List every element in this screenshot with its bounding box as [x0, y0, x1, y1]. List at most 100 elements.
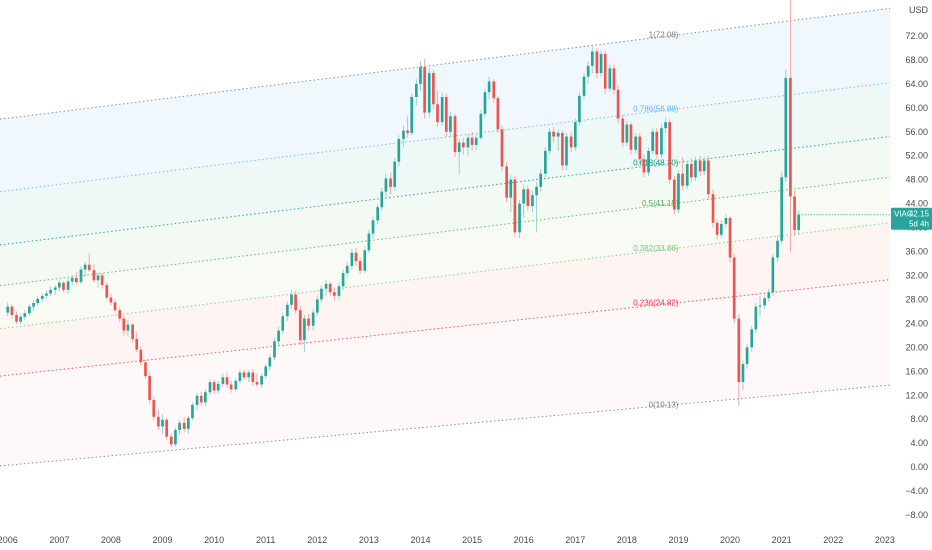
- x-tick-label: 2021: [772, 535, 792, 545]
- candle: [719, 220, 723, 239]
- candle-body: [393, 161, 397, 187]
- candle: [135, 332, 139, 353]
- y-tick-label: 52.00: [905, 151, 928, 161]
- price-axis: USD −8.00 −4.00 0.00 4.00 8.00 12.00 16.00 20.00…: [905, 5, 928, 520]
- candle: [376, 203, 380, 224]
- candle: [789, 0, 792, 252]
- candle-body: [479, 113, 483, 138]
- x-tick-label: 2009: [153, 535, 173, 545]
- candle-body: [286, 304, 289, 317]
- candle-body: [345, 265, 349, 274]
- y-tick-label: 0.00: [910, 462, 928, 472]
- candle: [212, 379, 216, 395]
- candle: [225, 372, 229, 389]
- candle-body: [96, 275, 100, 281]
- candle-body: [728, 217, 732, 258]
- candle: [350, 249, 354, 270]
- candle: [234, 378, 238, 392]
- candle: [384, 173, 388, 197]
- candle: [105, 282, 109, 300]
- candle-body: [707, 160, 710, 195]
- candle: [139, 346, 143, 366]
- candle: [247, 370, 251, 383]
- candle: [582, 73, 586, 100]
- x-tick-label: 2008: [101, 535, 121, 545]
- candle-body: [444, 97, 448, 132]
- candle-body: [363, 250, 367, 271]
- candle: [449, 111, 452, 138]
- candle-body: [586, 65, 590, 77]
- candle: [251, 368, 255, 386]
- fib-level-label: 0.786(56.88): [633, 105, 679, 114]
- candle-body: [186, 418, 190, 429]
- candle-body: [763, 298, 766, 306]
- candle: [345, 262, 349, 278]
- candle-body: [457, 142, 461, 153]
- candle: [367, 229, 371, 253]
- candle: [569, 131, 573, 153]
- fib-level-label: 0.5(41.15): [642, 199, 679, 208]
- candle-body: [350, 252, 354, 266]
- candle-body: [582, 76, 586, 96]
- x-tick-label: 2007: [49, 535, 69, 545]
- candle-body: [681, 173, 684, 186]
- candle: [182, 416, 186, 433]
- candle: [586, 61, 590, 84]
- candle: [229, 380, 233, 393]
- candle-body: [255, 382, 259, 385]
- candle-body: [483, 92, 487, 114]
- candle-body: [402, 130, 405, 139]
- candle: [204, 389, 207, 407]
- candle-body: [590, 51, 594, 66]
- candle-body: [496, 98, 500, 130]
- time-axis: 2006 2007 2008 2009 2010 2011 2012 2013 2014 2015…: [0, 535, 895, 545]
- candle: [49, 286, 52, 297]
- candle-body: [307, 318, 310, 326]
- fib-band: [0, 177, 890, 329]
- candle: [303, 315, 306, 353]
- fib-level-label: 1(72.08): [649, 31, 679, 40]
- candle-body: [66, 281, 70, 290]
- candle-body: [122, 318, 126, 331]
- x-tick-label: 2015: [462, 535, 482, 545]
- fib-level-label: 0.236(24.82): [633, 299, 679, 308]
- candle-body: [251, 372, 255, 383]
- candle: [612, 64, 616, 95]
- candle: [565, 132, 568, 171]
- candle: [191, 402, 194, 421]
- candle: [410, 93, 414, 136]
- ticker-label: VIAC: [894, 210, 913, 219]
- candle-body: [505, 166, 508, 198]
- candle: [79, 266, 83, 284]
- fib-level-line: [0, 176, 890, 287]
- candle-body: [40, 295, 44, 299]
- candle: [599, 50, 603, 77]
- candle: [608, 64, 612, 93]
- candle-body: [789, 77, 792, 197]
- x-tick-label: 2019: [668, 535, 688, 545]
- candle: [152, 396, 156, 421]
- candle-body: [328, 283, 332, 293]
- candle-body: [509, 179, 513, 198]
- candle-body: [569, 136, 573, 148]
- candle-body: [389, 178, 392, 187]
- candle-body: [19, 316, 22, 322]
- candle: [668, 118, 672, 185]
- candle-body: [337, 286, 341, 296]
- candle: [642, 154, 646, 178]
- candle-body: [758, 305, 762, 307]
- candle: [298, 306, 302, 345]
- candle: [793, 190, 796, 236]
- candle-body: [264, 366, 268, 377]
- candle-body: [70, 277, 74, 282]
- candle-body: [113, 302, 117, 311]
- candle-body: [595, 51, 599, 74]
- candle: [578, 92, 581, 126]
- candle: [526, 185, 530, 211]
- candle: [595, 47, 599, 78]
- candle-body: [242, 372, 246, 378]
- candle-body: [784, 77, 788, 178]
- candle: [402, 125, 405, 148]
